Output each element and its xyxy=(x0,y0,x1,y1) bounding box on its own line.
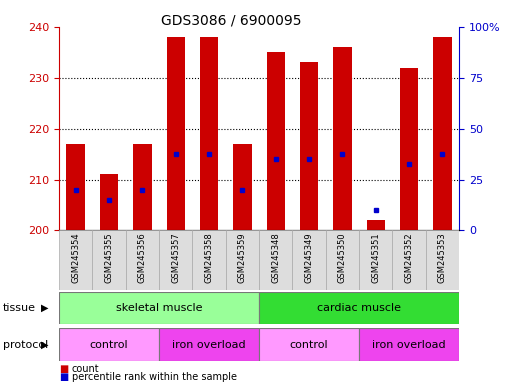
Bar xyxy=(92,230,126,290)
Bar xyxy=(133,144,151,230)
Bar xyxy=(267,52,285,230)
Bar xyxy=(192,230,226,290)
Bar xyxy=(426,230,459,290)
Bar xyxy=(167,37,185,230)
Bar xyxy=(359,328,459,361)
Bar xyxy=(226,230,259,290)
Bar xyxy=(159,328,259,361)
Bar xyxy=(67,144,85,230)
Text: ▶: ▶ xyxy=(42,339,49,350)
Text: GSM245351: GSM245351 xyxy=(371,232,380,283)
Bar xyxy=(292,230,326,290)
Text: ■: ■ xyxy=(59,372,68,382)
Text: GSM245358: GSM245358 xyxy=(205,232,213,283)
Text: protocol: protocol xyxy=(3,339,48,350)
Text: GSM245353: GSM245353 xyxy=(438,232,447,283)
Bar xyxy=(400,68,418,230)
Text: GSM245356: GSM245356 xyxy=(138,232,147,283)
Text: GSM245350: GSM245350 xyxy=(338,232,347,283)
Bar xyxy=(59,328,159,361)
Text: skeletal muscle: skeletal muscle xyxy=(116,303,202,313)
Bar xyxy=(433,37,451,230)
Bar xyxy=(100,174,118,230)
Text: GSM245349: GSM245349 xyxy=(305,232,313,283)
Bar xyxy=(259,230,292,290)
Bar xyxy=(392,230,426,290)
Text: ▶: ▶ xyxy=(42,303,49,313)
Text: ■: ■ xyxy=(59,364,68,374)
Bar xyxy=(59,292,259,324)
Text: GSM245357: GSM245357 xyxy=(171,232,180,283)
Bar xyxy=(159,230,192,290)
Text: control: control xyxy=(90,339,128,350)
Text: GSM245354: GSM245354 xyxy=(71,232,80,283)
Bar xyxy=(259,292,459,324)
Bar xyxy=(359,230,392,290)
Bar xyxy=(200,37,218,230)
Bar xyxy=(59,230,92,290)
Text: percentile rank within the sample: percentile rank within the sample xyxy=(72,372,237,382)
Text: iron overload: iron overload xyxy=(172,339,246,350)
Text: count: count xyxy=(72,364,100,374)
Text: control: control xyxy=(290,339,328,350)
Text: GSM245352: GSM245352 xyxy=(405,232,413,283)
Text: iron overload: iron overload xyxy=(372,339,446,350)
Bar xyxy=(233,144,251,230)
Bar xyxy=(259,328,359,361)
Text: GSM245348: GSM245348 xyxy=(271,232,280,283)
Bar xyxy=(367,220,385,230)
Text: cardiac muscle: cardiac muscle xyxy=(317,303,401,313)
Text: GDS3086 / 6900095: GDS3086 / 6900095 xyxy=(161,13,301,27)
Bar xyxy=(333,47,351,230)
Text: GSM245355: GSM245355 xyxy=(105,232,113,283)
Text: tissue: tissue xyxy=(3,303,35,313)
Bar xyxy=(326,230,359,290)
Bar xyxy=(300,63,318,230)
Bar xyxy=(126,230,159,290)
Text: GSM245359: GSM245359 xyxy=(238,232,247,283)
